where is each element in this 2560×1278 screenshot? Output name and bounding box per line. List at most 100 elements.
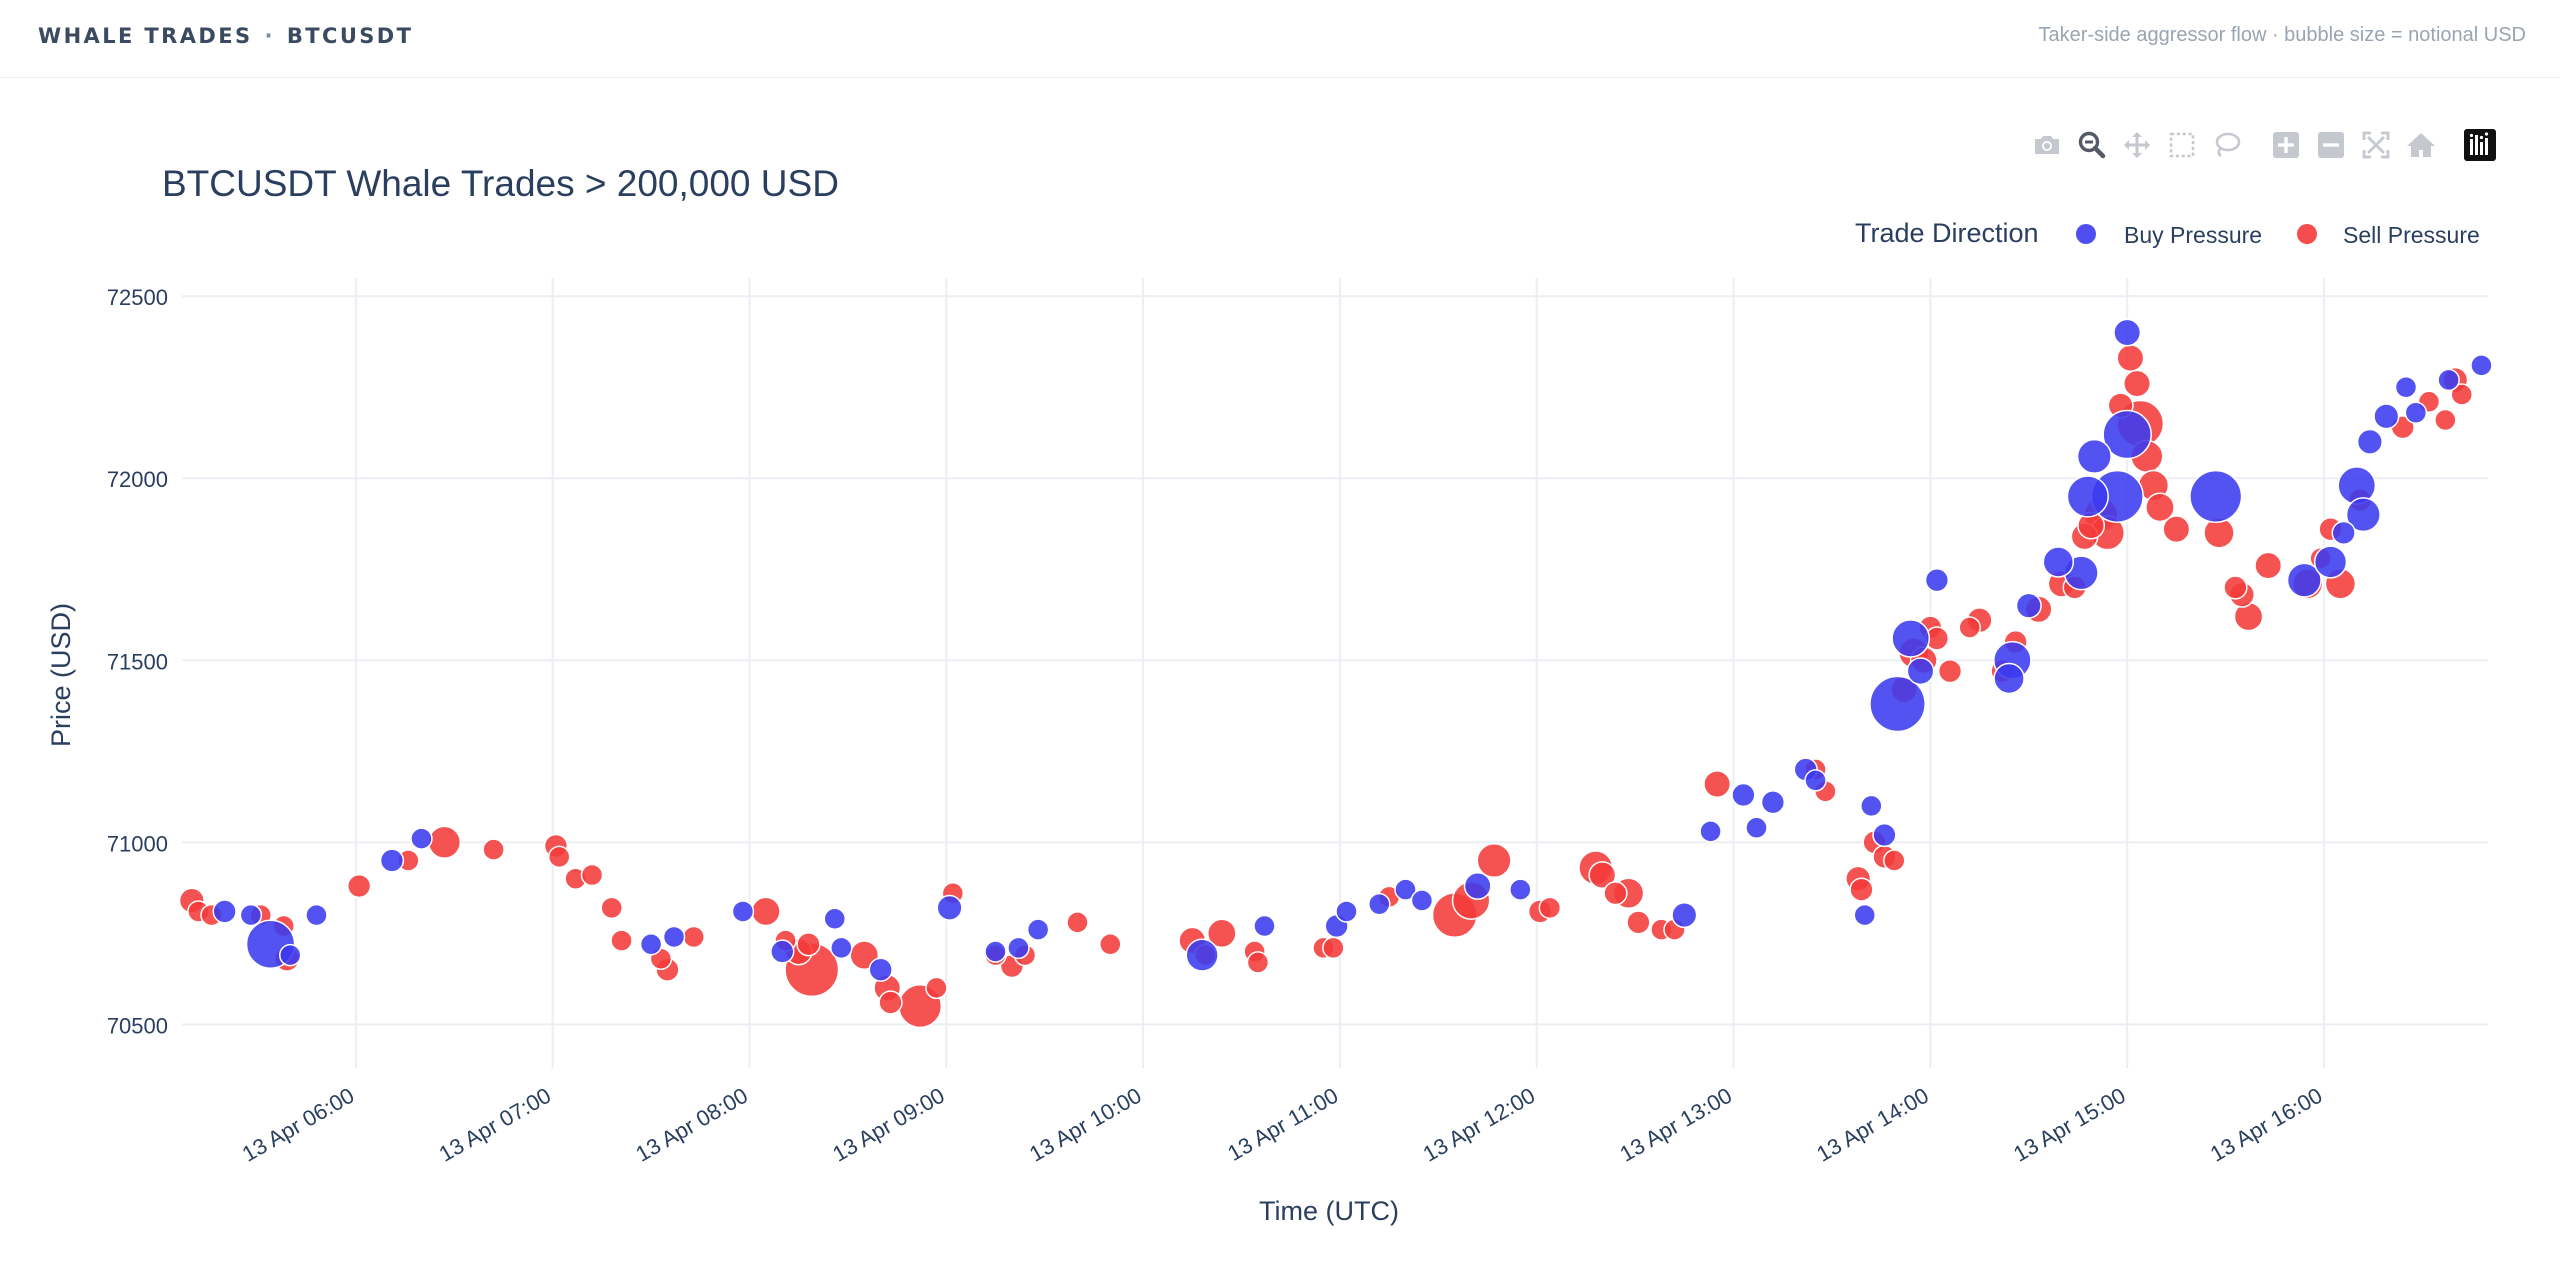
buy-trade-point[interactable] — [278, 943, 302, 967]
sell-trade-point[interactable] — [682, 925, 705, 949]
buy-trade-point[interactable] — [1699, 820, 1722, 843]
sell-trade-point[interactable] — [1703, 770, 1732, 798]
buy-trade-point[interactable] — [1368, 892, 1391, 916]
plot-area[interactable] — [178, 318, 2493, 1029]
buy-trade-point[interactable] — [2331, 520, 2356, 545]
autoscale-icon[interactable] — [2359, 128, 2393, 162]
sell-trade-point[interactable] — [925, 976, 948, 1000]
sell-trade-point[interactable] — [1883, 849, 1906, 872]
buy-trade-point[interactable] — [1509, 878, 1532, 901]
sell-trade-point[interactable] — [346, 873, 372, 899]
buy-trade-point[interactable] — [2373, 403, 2400, 430]
buy-trade-point[interactable] — [1924, 568, 1950, 593]
buy-trade-point[interactable] — [1860, 794, 1883, 818]
legend-marker-buy[interactable] — [2076, 224, 2096, 244]
buy-trade-point[interactable] — [984, 940, 1007, 963]
sell-trade-point[interactable] — [600, 896, 623, 920]
buy-trade-point[interactable] — [1026, 918, 1050, 941]
sell-trade-point[interactable] — [2450, 383, 2474, 406]
sell-trade-point[interactable] — [1958, 616, 1981, 639]
sell-trade-point[interactable] — [878, 990, 903, 1015]
buy-trade-point[interactable] — [1007, 936, 1030, 960]
buy-trade-point[interactable] — [1185, 938, 1219, 972]
camera-icon[interactable] — [2030, 128, 2064, 162]
sell-trade-point[interactable] — [610, 929, 633, 952]
sell-trade-point[interactable] — [482, 838, 505, 861]
buy-trade-point[interactable] — [1253, 914, 1276, 938]
sell-trade-point[interactable] — [2162, 515, 2191, 544]
buy-trade-point[interactable] — [868, 957, 893, 982]
buy-trade-point[interactable] — [1671, 902, 1698, 929]
buy-trade-point[interactable] — [936, 894, 963, 921]
buy-trade-point[interactable] — [1804, 769, 1827, 792]
buy-trade-point[interactable] — [2356, 428, 2383, 455]
sell-trade-point[interactable] — [547, 845, 571, 869]
buy-trade-point[interactable] — [2286, 562, 2322, 598]
buy-trade-point[interactable] — [662, 925, 686, 949]
buy-trade-point[interactable] — [2066, 475, 2109, 518]
buy-trade-point[interactable] — [1335, 900, 1358, 923]
sell-trade-point[interactable] — [1066, 911, 1089, 934]
buy-trade-point[interactable] — [239, 903, 263, 927]
buy-trade-point[interactable] — [770, 939, 795, 964]
buy-trade-point[interactable] — [410, 827, 433, 850]
sell-trade-point[interactable] — [1937, 659, 1963, 684]
buy-trade-point[interactable] — [1993, 662, 2025, 695]
sell-trade-point[interactable] — [1099, 932, 1122, 956]
sell-trade-point[interactable] — [751, 896, 781, 927]
sell-trade-point[interactable] — [2434, 408, 2457, 432]
sell-trade-point[interactable] — [2223, 575, 2248, 600]
sell-trade-point[interactable] — [1246, 951, 1270, 974]
box-select-icon[interactable] — [2165, 128, 2199, 162]
sell-trade-point[interactable] — [796, 932, 821, 957]
sell-trade-point[interactable] — [2116, 344, 2145, 373]
buy-trade-point[interactable] — [2345, 497, 2381, 533]
zoom-in-icon[interactable] — [2269, 128, 2303, 162]
buy-trade-point[interactable] — [2437, 368, 2460, 392]
buy-trade-point[interactable] — [2113, 318, 2142, 347]
plotly-logo-icon[interactable] — [2463, 128, 2497, 162]
legend-label-sell[interactable]: Sell Pressure — [2343, 222, 2480, 248]
buy-trade-point[interactable] — [305, 903, 328, 927]
legend[interactable]: Trade Direction Buy Pressure Sell Pressu… — [1855, 218, 2480, 248]
buy-trade-point[interactable] — [2313, 545, 2348, 579]
sell-trade-point[interactable] — [1538, 896, 1562, 920]
legend-label-buy[interactable]: Buy Pressure — [2124, 222, 2262, 248]
sell-trade-point[interactable] — [1603, 881, 1628, 906]
lasso-select-icon[interactable] — [2210, 128, 2244, 162]
zoom-icon[interactable] — [2075, 128, 2109, 162]
buy-trade-point[interactable] — [830, 936, 853, 960]
sell-trade-point[interactable] — [1322, 936, 1345, 960]
buy-trade-point[interactable] — [2394, 375, 2418, 399]
buy-trade-point[interactable] — [1872, 822, 1897, 848]
reset-axes-icon[interactable] — [2404, 128, 2438, 162]
buy-pressure-series[interactable] — [212, 318, 2493, 982]
buy-trade-point[interactable] — [1731, 782, 1756, 808]
buy-trade-point[interactable] — [2015, 592, 2042, 619]
sell-trade-point[interactable] — [1849, 877, 1874, 902]
sell-trade-point[interactable] — [1588, 861, 1617, 890]
pan-icon[interactable] — [2120, 128, 2154, 162]
buy-trade-point[interactable] — [2102, 409, 2152, 460]
sell-trade-point[interactable] — [2145, 492, 2175, 523]
buy-trade-point[interactable] — [1853, 903, 1877, 927]
sell-trade-point[interactable] — [1206, 918, 1237, 949]
buy-trade-point[interactable] — [2076, 438, 2112, 474]
buy-trade-point[interactable] — [1760, 790, 1786, 815]
buy-trade-point[interactable] — [1745, 816, 1768, 839]
buy-trade-point[interactable] — [1906, 657, 1935, 686]
buy-trade-point[interactable] — [2042, 546, 2075, 578]
buy-trade-point[interactable] — [212, 899, 237, 924]
sell-trade-point[interactable] — [2254, 551, 2283, 580]
sell-trade-point[interactable] — [1476, 842, 1512, 879]
buy-trade-point[interactable] — [379, 848, 405, 873]
buy-trade-point[interactable] — [2189, 469, 2243, 523]
buy-trade-point[interactable] — [1410, 889, 1434, 912]
buy-trade-point[interactable] — [1394, 878, 1417, 901]
buy-trade-point[interactable] — [2470, 354, 2493, 377]
sell-trade-point[interactable] — [1626, 910, 1651, 935]
sell-trade-point[interactable] — [580, 863, 604, 887]
sell-trade-point[interactable] — [2123, 369, 2151, 398]
buy-trade-point[interactable] — [1463, 872, 1492, 900]
